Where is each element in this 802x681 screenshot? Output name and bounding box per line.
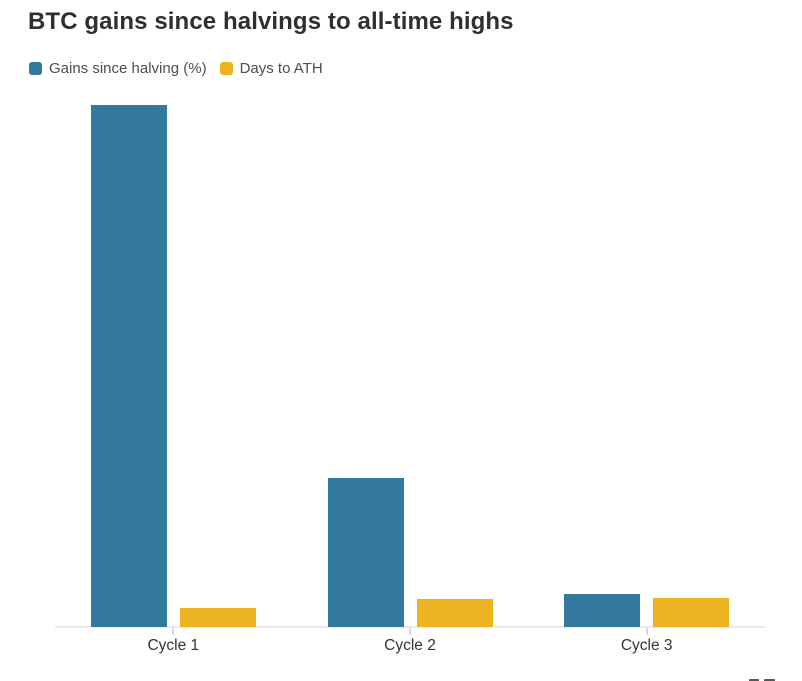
bar-gains-cycle-1 bbox=[90, 105, 167, 627]
legend-item-days: Days to ATH bbox=[219, 60, 323, 77]
legend-label-gains: Gains since halving (%) bbox=[49, 60, 207, 77]
chart-legend: Gains since halving (%) Days to ATH bbox=[29, 60, 323, 77]
cropped-glyph-mark bbox=[764, 679, 775, 681]
bar-days-cycle-1 bbox=[179, 607, 256, 627]
x-axis-tick bbox=[172, 627, 175, 635]
cropped-glyph-mark bbox=[749, 679, 759, 681]
days-series-swatch-icon bbox=[219, 62, 233, 75]
chart-title: BTC gains since halvings to all-time hig… bbox=[28, 8, 514, 35]
x-axis-tick bbox=[409, 627, 411, 635]
x-axis-tick bbox=[645, 627, 648, 635]
gains-series-swatch-icon bbox=[29, 62, 42, 75]
x-axis-label-cycle-1: Cycle 1 bbox=[147, 637, 200, 654]
x-axis-label-cycle-3: Cycle 3 bbox=[620, 637, 673, 654]
legend-item-gains: Gains since halving (%) bbox=[29, 60, 207, 77]
legend-label-days: Days to ATH bbox=[239, 60, 323, 77]
bar-days-cycle-3 bbox=[653, 598, 730, 627]
bar-gains-cycle-2 bbox=[327, 478, 404, 627]
bar-gains-cycle-3 bbox=[564, 594, 641, 627]
x-axis-label-cycle-2: Cycle 2 bbox=[384, 637, 436, 654]
bar-days-cycle-2 bbox=[416, 599, 493, 627]
